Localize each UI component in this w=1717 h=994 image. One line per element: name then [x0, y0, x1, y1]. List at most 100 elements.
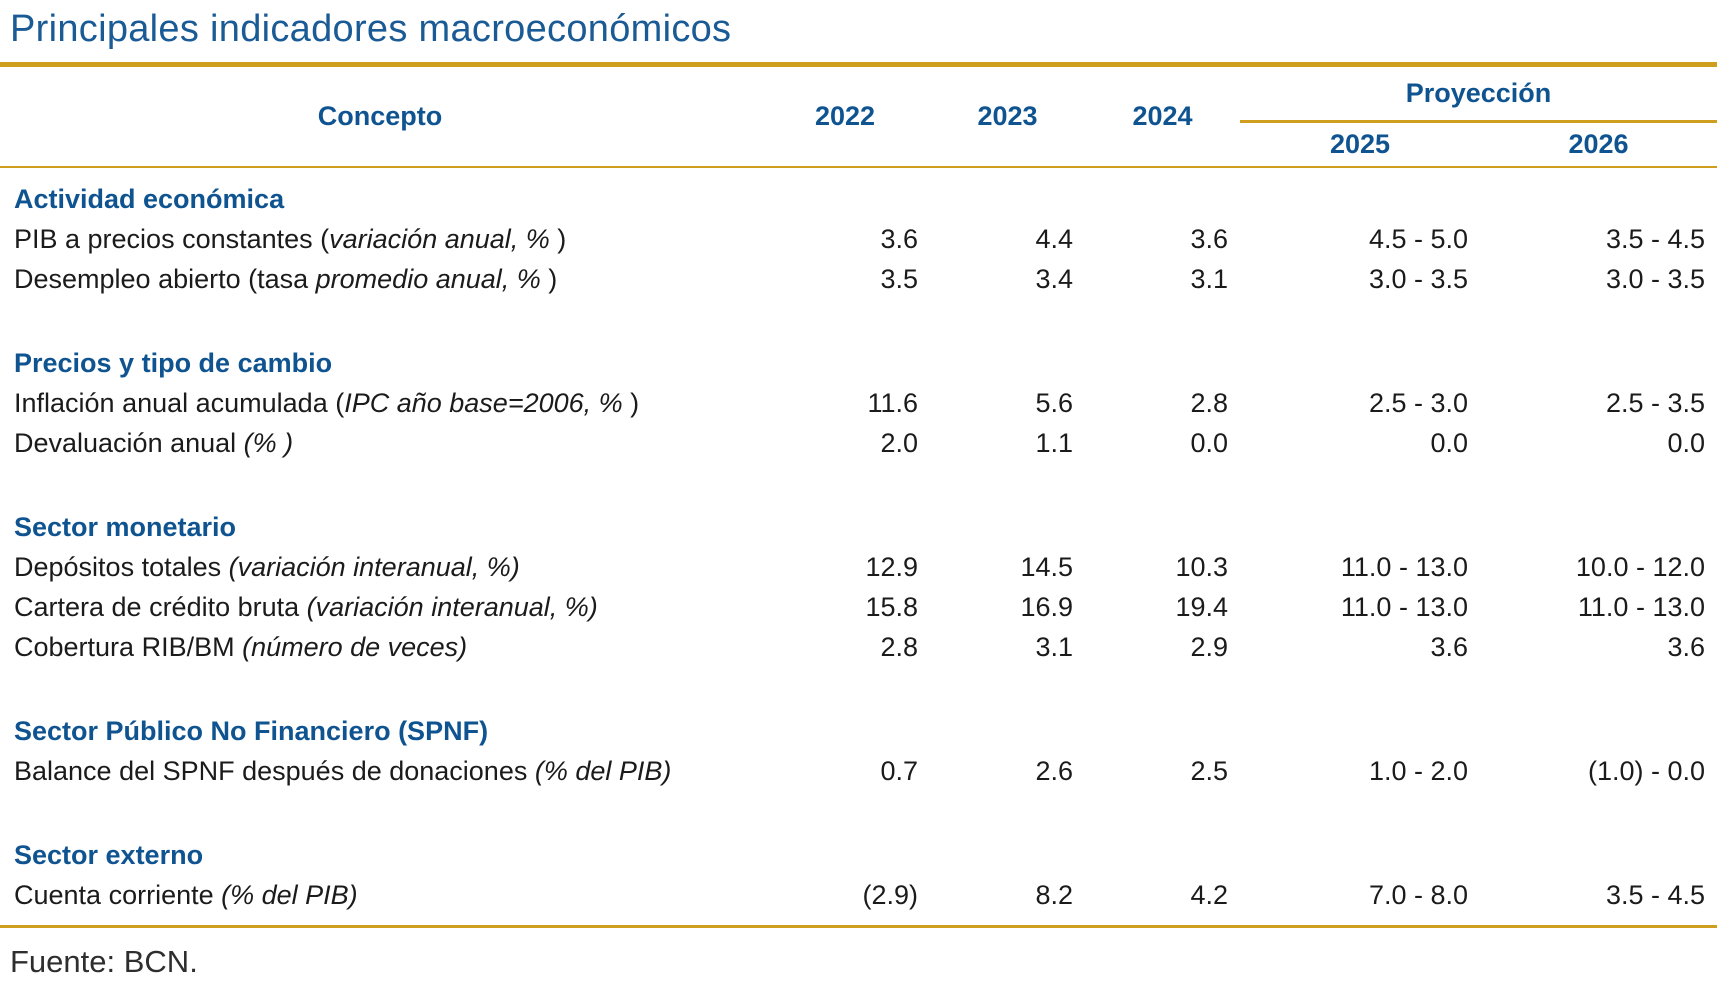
- row-label-unit: (variación interanual, %): [306, 591, 598, 622]
- column-header-concepto: Concepto: [0, 67, 760, 168]
- row-value: 3.5 - 4.5: [1605, 223, 1705, 254]
- row-label-text: Cuenta corriente: [14, 879, 222, 910]
- row-value: 2.5: [1190, 755, 1228, 786]
- row-value: 1.1: [1035, 427, 1073, 458]
- row-value: 1.0 - 2.0: [1368, 755, 1468, 786]
- section-title: Sector externo: [14, 839, 204, 870]
- table-row: Desempleo abierto (tasa promedio anual, …: [0, 259, 1717, 299]
- column-group-header-proyeccion: Proyección: [1240, 67, 1717, 123]
- row-value: 19.4: [1175, 591, 1228, 622]
- row-label: Cartera de crédito bruta (variación inte…: [0, 587, 760, 627]
- row-label-unit: (% del PIB): [221, 879, 358, 910]
- row-label-text: Cobertura RIB/BM: [14, 631, 243, 662]
- section-title: Actividad económica: [14, 183, 285, 214]
- row-value: 3.6: [1430, 631, 1468, 662]
- row-value: 3.0 - 3.5: [1605, 263, 1705, 294]
- row-value: 12.9: [865, 551, 918, 582]
- indicators-table: Concepto 2022 2023 2024 Proyección 2025 …: [0, 67, 1717, 925]
- row-label: Inflación anual acumulada (IPC año base=…: [0, 383, 760, 423]
- row-value: 11.0 - 13.0: [1577, 591, 1705, 622]
- table-bottom-rule: [0, 925, 1717, 928]
- row-value: 3.1: [1035, 631, 1073, 662]
- section-title: Sector monetario: [14, 511, 237, 542]
- row-label-text: Cartera de crédito bruta: [14, 591, 307, 622]
- row-value: 2.5 - 3.0: [1368, 387, 1468, 418]
- section-title: Sector Público No Financiero (SPNF): [14, 715, 489, 746]
- row-value: 2.6: [1035, 755, 1073, 786]
- row-value: 11.0 - 13.0: [1340, 591, 1468, 622]
- table-row: Cartera de crédito bruta (variación inte…: [0, 587, 1717, 627]
- row-value: 8.2: [1035, 879, 1073, 910]
- table-row: PIB a precios constantes (variación anua…: [0, 219, 1717, 259]
- row-value: 7.0 - 8.0: [1368, 879, 1468, 910]
- section-spacer-row: [0, 667, 1717, 711]
- row-label-text: Devaluación anual: [14, 427, 244, 458]
- row-value: 3.5 - 4.5: [1605, 879, 1705, 910]
- row-value: 2.8: [880, 631, 918, 662]
- row-value: 11.0 - 13.0: [1340, 551, 1468, 582]
- report-page: Principales indicadores macroeconómicos …: [0, 8, 1717, 980]
- row-value: 0.0: [1667, 427, 1705, 458]
- table-row: Balance del SPNF después de donaciones (…: [0, 751, 1717, 791]
- row-label-text: ): [540, 263, 558, 294]
- row-label: Cobertura RIB/BM (número de veces): [0, 627, 760, 667]
- row-label-unit: promedio anual, %: [315, 263, 541, 294]
- row-value: 3.5: [880, 263, 918, 294]
- row-label-text: Depósitos totales: [14, 551, 229, 582]
- section-spacer-row: [0, 791, 1717, 835]
- row-value: (2.9): [862, 879, 918, 910]
- row-label: Devaluación anual (% ): [0, 423, 760, 463]
- row-label: Balance del SPNF después de donaciones (…: [0, 751, 760, 791]
- row-label-text: PIB a precios constantes (: [14, 223, 330, 254]
- row-label: PIB a precios constantes (variación anua…: [0, 219, 760, 259]
- column-header-2022: 2022: [760, 67, 930, 168]
- table-body: Actividad económica PIB a precios constan…: [0, 167, 1717, 925]
- row-value: 0.0: [1430, 427, 1468, 458]
- row-label-text: ): [549, 223, 567, 254]
- table-header: Concepto 2022 2023 2024 Proyección 2025 …: [0, 67, 1717, 168]
- column-header-2024: 2024: [1085, 67, 1240, 168]
- row-value: 14.5: [1020, 551, 1073, 582]
- row-label-unit: variación anual, %: [329, 223, 550, 254]
- column-header-2023: 2023: [930, 67, 1085, 168]
- section-header-row: Actividad económica: [0, 179, 1717, 219]
- row-label: Depósitos totales (variación interanual,…: [0, 547, 760, 587]
- row-label: Cuenta corriente (% del PIB): [0, 875, 760, 915]
- row-value: 2.8: [1190, 387, 1228, 418]
- row-value: 4.4: [1035, 223, 1073, 254]
- column-header-2025: 2025: [1240, 121, 1480, 168]
- row-value: 3.6: [1190, 223, 1228, 254]
- row-value: 15.8: [865, 591, 918, 622]
- table-bottom-padding-row: [0, 915, 1717, 925]
- row-value: 11.6: [867, 387, 918, 418]
- row-value: 2.9: [1190, 631, 1228, 662]
- row-value: 4.5 - 5.0: [1368, 223, 1468, 254]
- table-row: Depósitos totales (variación interanual,…: [0, 547, 1717, 587]
- section-header-row: Sector Público No Financiero (SPNF): [0, 711, 1717, 751]
- row-label-unit: IPC año base=2006, %: [344, 387, 623, 418]
- row-value: 10.3: [1175, 551, 1228, 582]
- row-value: (1.0) - 0.0: [1587, 755, 1705, 786]
- table-row: Cuenta corriente (% del PIB) (2.9) 8.2 4.2 7…: [0, 875, 1717, 915]
- row-value: 5.6: [1035, 387, 1073, 418]
- row-value: 3.0 - 3.5: [1368, 263, 1468, 294]
- row-value: 3.4: [1035, 263, 1073, 294]
- row-label-text: Desempleo abierto (tasa: [14, 263, 316, 294]
- column-header-2026: 2026: [1480, 121, 1717, 168]
- section-spacer-row: [0, 299, 1717, 343]
- row-value: 0.0: [1190, 427, 1228, 458]
- table-row: Cobertura RIB/BM (número de veces) 2.8 3.1…: [0, 627, 1717, 667]
- row-label-text: ): [622, 387, 640, 418]
- table-row: Devaluación anual (% ) 2.0 1.1 0.0 0.0 0.0: [0, 423, 1717, 463]
- row-value: 3.6: [880, 223, 918, 254]
- row-value: 3.1: [1190, 263, 1228, 294]
- section-header-row: Sector monetario: [0, 507, 1717, 547]
- row-value: 2.0: [880, 427, 918, 458]
- row-label-unit: (% ): [243, 427, 294, 458]
- section-header-row: Sector externo: [0, 835, 1717, 875]
- title-divider-rule: [0, 62, 1717, 67]
- section-title: Precios y tipo de cambio: [14, 347, 333, 378]
- row-label-text: Balance del SPNF después de donaciones: [14, 755, 535, 786]
- row-value: 16.9: [1020, 591, 1073, 622]
- row-value: 3.6: [1667, 631, 1705, 662]
